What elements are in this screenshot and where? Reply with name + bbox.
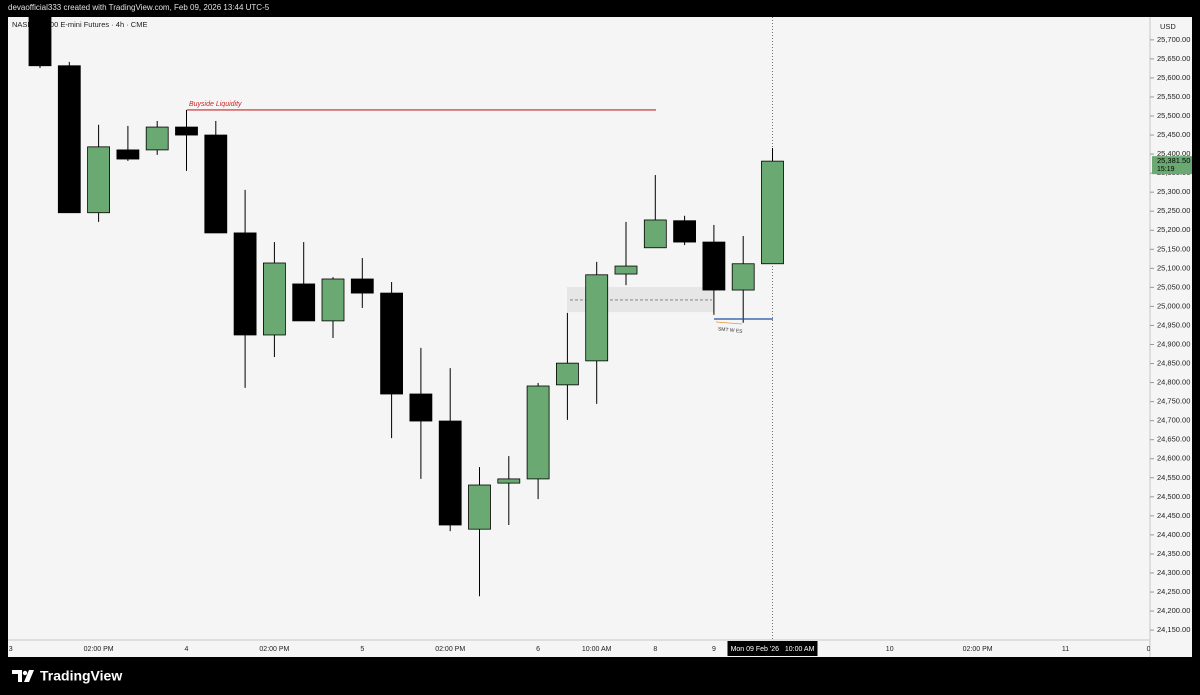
y-tick-label: 24,650.00 bbox=[1157, 435, 1190, 444]
candle-body bbox=[702, 241, 726, 291]
y-tick-label: 24,900.00 bbox=[1157, 339, 1190, 348]
candle-body bbox=[643, 219, 667, 249]
crosshair-time: Mon 09 Feb '26 10:00 AM bbox=[731, 646, 815, 653]
x-tick-label: 8 bbox=[653, 646, 657, 653]
y-tick-label: 25,600.00 bbox=[1157, 73, 1190, 82]
y-tick-label: 24,350.00 bbox=[1157, 549, 1190, 558]
candle-body bbox=[350, 278, 374, 294]
x-tick-label: 02:00 PM bbox=[435, 646, 465, 653]
x-tick-label: 02:0 bbox=[1147, 646, 1161, 653]
candle-body bbox=[526, 385, 550, 480]
candle-body bbox=[233, 232, 257, 336]
candle-body bbox=[28, 17, 52, 67]
x-tick-label: 11 bbox=[1062, 646, 1069, 653]
y-tick-label: 24,500.00 bbox=[1157, 492, 1190, 501]
candle-body bbox=[116, 149, 140, 160]
y-tick-label: 24,400.00 bbox=[1157, 530, 1190, 539]
y-tick-label: 24,150.00 bbox=[1157, 625, 1190, 634]
y-tick-label: 25,500.00 bbox=[1157, 111, 1190, 120]
candle-body bbox=[761, 160, 784, 265]
candle-body bbox=[57, 65, 81, 214]
crosshair-time-box bbox=[727, 641, 818, 656]
y-tick-label: 24,850.00 bbox=[1157, 359, 1190, 368]
y-tick-label: 24,600.00 bbox=[1157, 454, 1190, 463]
candle-body bbox=[262, 262, 286, 336]
brand-logo-dot bbox=[22, 670, 28, 676]
y-tick-label: 25,650.00 bbox=[1157, 54, 1190, 63]
y-tick-label: 25,450.00 bbox=[1157, 130, 1190, 139]
x-tick-label: 6 bbox=[536, 646, 540, 653]
candle-body bbox=[614, 265, 638, 275]
x-tick-label: 3 bbox=[9, 646, 13, 653]
x-tick-label: 9 bbox=[712, 646, 716, 653]
y-tick-label: 25,250.00 bbox=[1157, 206, 1190, 215]
last-price: 25,381.50 bbox=[1157, 156, 1190, 165]
candle-body bbox=[409, 393, 433, 422]
y-tick-label: 24,450.00 bbox=[1157, 511, 1190, 520]
candle-body bbox=[204, 134, 228, 234]
candle-body bbox=[497, 478, 521, 484]
x-tick-label: 10:00 AM bbox=[582, 646, 612, 653]
y-tick-label: 24,750.00 bbox=[1157, 397, 1190, 406]
brand: TradingView bbox=[12, 668, 122, 684]
x-tick-label: 02:00 PM bbox=[259, 646, 289, 653]
last-price-box bbox=[1152, 156, 1192, 175]
chart-title: NASDAQ 100 E-mini Futures · 4h · CME bbox=[12, 20, 147, 29]
candle-body bbox=[145, 126, 169, 151]
candle-body bbox=[380, 292, 404, 395]
y-tick-label: 25,300.00 bbox=[1157, 187, 1190, 196]
candle-body bbox=[468, 484, 491, 530]
countdown: 15:19 bbox=[1157, 166, 1175, 173]
candle-body bbox=[292, 283, 316, 322]
y-tick-label: 24,250.00 bbox=[1157, 587, 1190, 596]
candle-body bbox=[585, 274, 609, 362]
x-tick-label: 10 bbox=[886, 646, 894, 653]
y-tick-label: 25,400.00 bbox=[1157, 149, 1190, 158]
y-tick-label: 24,300.00 bbox=[1157, 568, 1190, 577]
candle-body bbox=[731, 263, 755, 291]
candle-body bbox=[87, 146, 110, 214]
y-tick-label: 24,800.00 bbox=[1157, 378, 1190, 387]
x-tick-label: 4 bbox=[185, 646, 189, 653]
x-tick-label: 5 bbox=[360, 646, 364, 653]
header: devaofficial333 created with TradingView… bbox=[8, 3, 270, 12]
smt-underline bbox=[715, 321, 743, 325]
y-tick-label: 25,100.00 bbox=[1157, 263, 1190, 272]
candle-body bbox=[175, 126, 198, 136]
y-tick-label: 25,700.00 bbox=[1157, 35, 1190, 44]
y-tick-label: 25,200.00 bbox=[1157, 225, 1190, 234]
y-tick-label: 25,050.00 bbox=[1157, 282, 1190, 291]
candle-body bbox=[438, 420, 462, 526]
y-tick-label: 24,700.00 bbox=[1157, 416, 1190, 425]
y-tick-label: 25,150.00 bbox=[1157, 244, 1190, 253]
y-tick-label: 25,550.00 bbox=[1157, 92, 1190, 101]
currency: USD bbox=[1160, 22, 1176, 31]
y-tick-label: 25,000.00 bbox=[1157, 301, 1190, 310]
smt-label: SMT W ES bbox=[718, 326, 744, 335]
brand-logo bbox=[12, 670, 34, 682]
x-tick-label: 02:00 PM bbox=[84, 646, 114, 653]
x-tick-label: 02:00 PM bbox=[963, 646, 993, 653]
y-tick-label: 24,550.00 bbox=[1157, 473, 1190, 482]
candle-body bbox=[321, 278, 345, 322]
brand-name: TradingView bbox=[40, 668, 122, 684]
y-tick-label: 24,200.00 bbox=[1157, 606, 1190, 615]
y-tick-label: 24,950.00 bbox=[1157, 320, 1190, 329]
candle-body bbox=[673, 220, 696, 243]
candle-body bbox=[556, 362, 579, 386]
liquidity-label: Buyside Liquidity bbox=[189, 101, 242, 108]
